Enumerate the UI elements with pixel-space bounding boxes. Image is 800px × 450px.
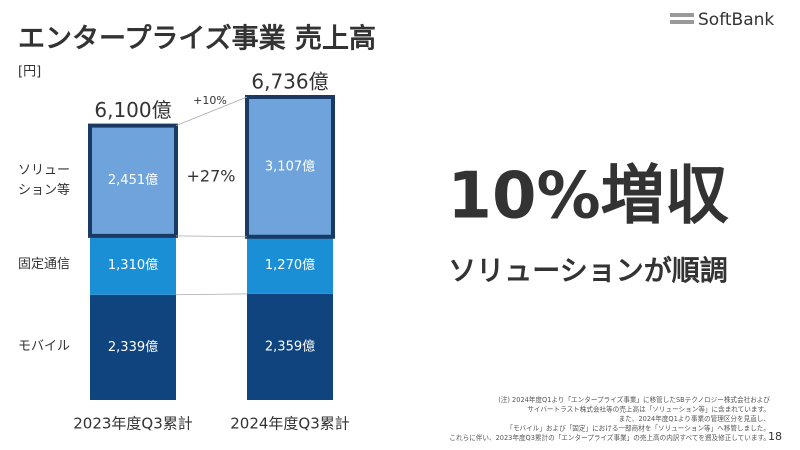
series-label: ソリューション等: [18, 162, 71, 198]
footnote: 「モバイル」および「固定」における一部商材を「ソリューション等」へ移管しました。: [506, 424, 770, 433]
segment-label: 3,107億: [265, 158, 315, 174]
annotation: +27%: [187, 167, 236, 186]
segment-label: 2,451億: [108, 172, 158, 188]
bar-segment: [88, 123, 178, 238]
category-label: 2024年度Q3累計: [230, 415, 350, 433]
footnote: サイバートラスト株式会社等の売上高は「ソリューション等」に含まれています。: [527, 405, 770, 414]
bar-segment: [90, 235, 176, 295]
bar-segment: [247, 236, 333, 294]
connector-line: [175, 235, 248, 238]
footnote: (注) 2024年度Q1より「エンタープライズ事業」に移管したSBテクノロジー株…: [498, 395, 770, 404]
connector-line: [175, 293, 248, 296]
annotation: +10%: [193, 94, 227, 107]
footnote: これらに伴い、2023年度Q3累計の「エンタープライズ事業」の売上高の内訳すべて…: [449, 433, 770, 442]
total-label: 6,736億: [251, 70, 328, 94]
page-number: 18: [768, 430, 782, 443]
segment-label: 1,310億: [108, 257, 158, 273]
bar-segment: [245, 95, 335, 239]
series-label: モバイル: [18, 339, 71, 355]
bar-segment: [247, 293, 333, 400]
segment-label: 2,359億: [265, 338, 315, 354]
total-label: 6,100億: [94, 98, 171, 122]
headline: 10%増収: [447, 160, 728, 234]
logo: SoftBank: [670, 10, 774, 30]
footnote: また、2024年度Q1より事業の管理区分を見直し、: [619, 414, 770, 423]
connector-line: [175, 96, 248, 126]
logo-text: SoftBank: [698, 10, 774, 30]
category-label: 2023年度Q3累計: [73, 415, 193, 433]
logo-bar: [670, 20, 694, 24]
subline: ソリューションが順調: [448, 254, 727, 287]
unit: [円]: [18, 65, 41, 80]
title: エンタープライズ事業 売上高: [18, 23, 376, 55]
segment-label: 1,270億: [265, 257, 315, 273]
logo-bar: [670, 13, 694, 17]
bar-segment: [90, 294, 176, 400]
series-label: 固定通信: [18, 257, 71, 273]
segment-label: 2,339億: [108, 339, 158, 355]
